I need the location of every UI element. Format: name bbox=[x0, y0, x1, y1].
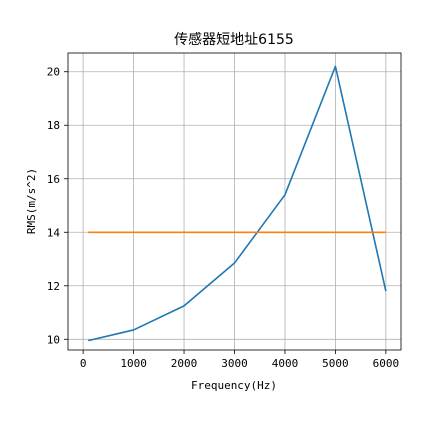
x-tick-label: 0 bbox=[80, 357, 87, 370]
x-tick-label: 3000 bbox=[221, 357, 248, 370]
y-tick-label: 18 bbox=[47, 119, 60, 132]
grid bbox=[68, 53, 401, 350]
x-tick-label: 6000 bbox=[373, 357, 400, 370]
y-axis-label: RMS(m/s^2) bbox=[25, 168, 38, 234]
y-tick-label: 20 bbox=[47, 66, 60, 79]
y-tick-label: 12 bbox=[47, 280, 60, 293]
y-tick-label: 14 bbox=[47, 226, 61, 239]
x-tick-label: 5000 bbox=[322, 357, 349, 370]
x-axis: 0 1000 2000 3000 4000 5000 6000 bbox=[80, 350, 399, 370]
y-tick-label: 16 bbox=[47, 173, 60, 186]
series-line-1 bbox=[87, 65, 387, 342]
x-tick-label: 1000 bbox=[120, 357, 147, 370]
chart-title: 传感器短地址6155 bbox=[174, 31, 294, 48]
x-tick-label: 2000 bbox=[171, 357, 198, 370]
y-axis: 10 12 14 16 18 20 bbox=[47, 66, 68, 346]
x-axis-label: Frequency(Hz) bbox=[191, 379, 277, 392]
series-layer bbox=[87, 65, 387, 342]
y-tick-label: 10 bbox=[47, 333, 60, 346]
x-tick-label: 4000 bbox=[272, 357, 299, 370]
